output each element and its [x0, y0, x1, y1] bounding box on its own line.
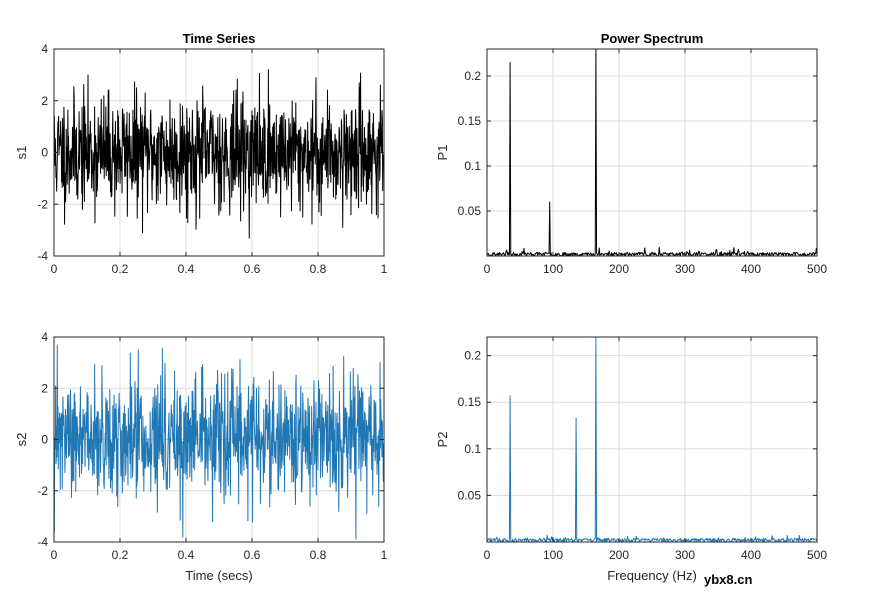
y-tick-label: -4: [37, 249, 48, 263]
series-line-P1: [486, 48, 818, 257]
subplot-P1: 0 100 200 300 400 500 0.05 0.1 0.15 0.2 Power Spec…: [435, 31, 827, 276]
y-tick-label: 0.05: [458, 204, 482, 218]
x-tick-label: 400: [741, 548, 761, 562]
x-tick-label: 500: [807, 262, 827, 276]
x-tick-label: 0.8: [310, 548, 327, 562]
y-tick-label: 0.15: [458, 395, 482, 409]
subplot-s2: 0 0.2 0.4 0.6 0.8 1 -4 -2 0 2 4 Time (secs) s2: [14, 330, 388, 583]
chart-title: Time Series: [183, 31, 256, 46]
x-tick-label: 0.2: [112, 548, 129, 562]
x-tick-label: 0.8: [310, 262, 327, 276]
y-tick-label: 0: [41, 433, 48, 447]
x-tick-label: 0: [484, 548, 491, 562]
x-tick-label: 100: [543, 548, 563, 562]
x-tick-label: 0.4: [178, 262, 195, 276]
y-axis-label: s1: [14, 146, 29, 160]
y-tick-label: 0.1: [464, 442, 481, 456]
x-tick-label: 0: [51, 548, 58, 562]
x-tick-label: 300: [675, 548, 695, 562]
series-line-s1: [53, 69, 385, 239]
subplot-P2: 0 100 200 300 400 500 0.05 0.1 0.15 0.2 Frequency …: [435, 336, 827, 583]
plot-area: [487, 337, 817, 542]
y-tick-label: 4: [41, 330, 48, 344]
y-axis-label: P1: [435, 145, 450, 161]
axes-box: [486, 48, 818, 257]
x-tick-label: 1: [381, 262, 388, 276]
x-tick-label: 1: [381, 548, 388, 562]
subplot-s1: 0 0.2 0.4 0.6 0.8 1 -4 -2 0 2 4 Time Series s1: [14, 31, 388, 276]
y-tick-label: 0: [41, 146, 48, 160]
y-tick-label: -4: [37, 535, 48, 549]
chart-title: Power Spectrum: [601, 31, 704, 46]
x-axis-label: Time (secs): [185, 568, 252, 583]
y-axis-label: s2: [14, 433, 29, 447]
x-tick-label: 300: [675, 262, 695, 276]
x-tick-label: 200: [609, 548, 629, 562]
y-tick-label: 2: [41, 94, 48, 108]
series-line-s2: [53, 344, 385, 540]
y-tick-label: 0.15: [458, 114, 482, 128]
x-tick-label: 100: [543, 262, 563, 276]
x-tick-label: 0: [51, 262, 58, 276]
x-tick-label: 0: [484, 262, 491, 276]
y-tick-label: -2: [37, 197, 48, 211]
y-tick-label: 2: [41, 381, 48, 395]
y-tick-label: 0.2: [464, 69, 481, 83]
x-tick-label: 200: [609, 262, 629, 276]
x-tick-label: 400: [741, 262, 761, 276]
series-line-P2: [486, 336, 818, 543]
x-tick-label: 0.2: [112, 262, 129, 276]
x-tick-label: 0.6: [244, 262, 261, 276]
plot-area: [487, 49, 817, 256]
y-tick-label: 0.05: [458, 488, 482, 502]
y-tick-label: -2: [37, 484, 48, 498]
y-tick-label: 0.2: [464, 349, 481, 363]
y-tick-label: 0.1: [464, 159, 481, 173]
x-tick-label: 0.4: [178, 548, 195, 562]
x-tick-label: 500: [807, 548, 827, 562]
y-axis-label: P2: [435, 432, 450, 448]
x-axis-label: Frequency (Hz): [607, 568, 697, 583]
y-tick-label: 4: [41, 42, 48, 56]
axes-box: [486, 336, 818, 543]
watermark-text: ybx8.cn: [704, 572, 752, 587]
x-tick-label: 0.6: [244, 548, 261, 562]
